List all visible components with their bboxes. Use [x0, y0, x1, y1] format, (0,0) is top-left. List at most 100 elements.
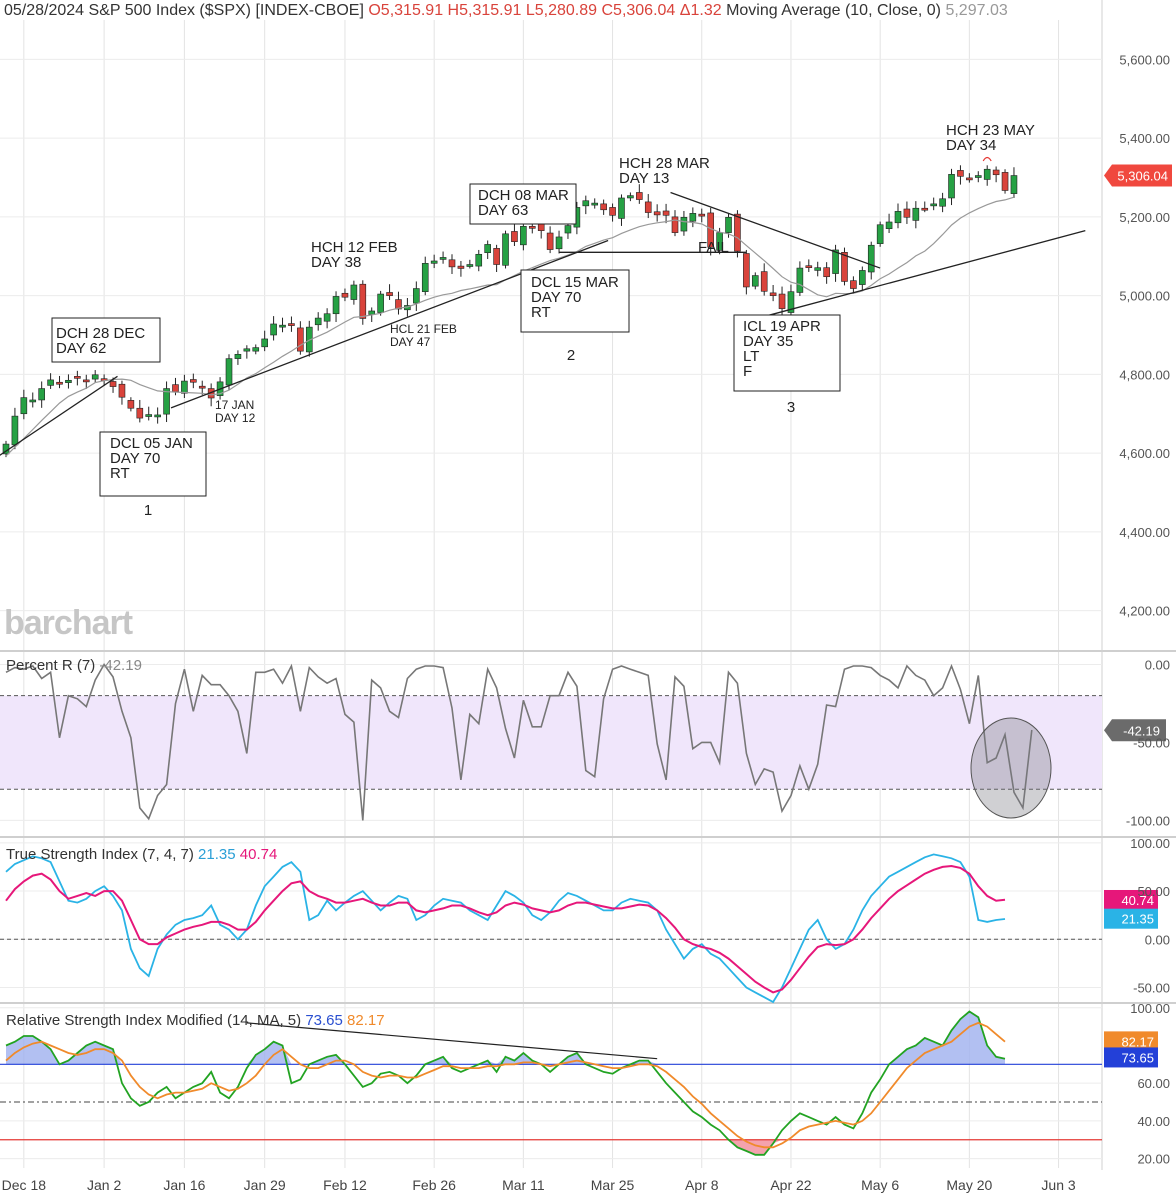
candle [885, 213, 893, 234]
candle [662, 203, 670, 224]
candle [653, 204, 661, 222]
candle [689, 207, 697, 228]
candle [636, 184, 643, 204]
price-tick-label: 4,600.00 [1119, 446, 1170, 461]
annotation-text: HCL 21 FEB [390, 322, 457, 336]
annotation-text: DAY 70 [110, 450, 160, 467]
candle-body [484, 244, 491, 254]
candle [796, 261, 804, 297]
header-close: C5,306.04 [601, 2, 676, 19]
candle-body [1001, 172, 1009, 191]
candle [82, 374, 90, 389]
candle [484, 240, 491, 260]
candle-body [154, 414, 161, 418]
panel-separator [0, 836, 1176, 838]
annotation-text: DAY 35 [743, 333, 793, 350]
candle-body [609, 207, 616, 216]
candle-body [814, 267, 822, 271]
candle [609, 203, 616, 222]
candle-body [867, 244, 875, 273]
annotation-text: DAY 47 [390, 335, 431, 349]
candle [341, 288, 349, 302]
candle-body [912, 207, 920, 221]
candle-body [671, 216, 679, 233]
candle [769, 284, 777, 302]
tsi-tick-label: -50.00 [1133, 981, 1170, 996]
candle [430, 254, 438, 269]
annotation-text: DCH 08 MAR [478, 187, 569, 204]
candle [386, 284, 393, 300]
tsi-fast-tag-label: 21.35 [1121, 912, 1154, 927]
tsi-title: True Strength Index (7, 4, 7) 21.35 40.7… [6, 846, 277, 863]
x-tick-label: Jan 29 [244, 1177, 286, 1193]
annotation-text: DCH 28 DEC [56, 325, 145, 342]
percent-r-tag [1104, 719, 1166, 742]
candle-body [56, 381, 63, 385]
rsi-ma-line [5, 1021, 1006, 1149]
candle-body [270, 323, 277, 336]
percent-r-tag-label: -42.19 [1123, 723, 1160, 738]
header-low: L5,280.89 [525, 2, 598, 19]
price-tag-label: 5,306.04 [1117, 169, 1168, 184]
candle [671, 210, 679, 237]
candle [939, 192, 946, 213]
candle [127, 397, 135, 412]
candle [957, 165, 964, 185]
annotation-text: DAY 70 [531, 289, 581, 306]
rsi-value: 73.65 [305, 1012, 343, 1029]
header-high: H5,315.91 [447, 2, 522, 19]
candle [234, 350, 242, 365]
candle-body [225, 358, 233, 386]
candle-body [243, 348, 251, 352]
rsi-ma-value: 82.17 [347, 1012, 385, 1029]
candle [743, 249, 750, 295]
candle-body [421, 263, 429, 292]
candle-body [82, 379, 90, 383]
panel-separator [0, 1002, 1176, 1004]
candle-body [787, 291, 795, 313]
annotation-text: F [743, 363, 752, 380]
candle [511, 223, 518, 247]
candle [279, 317, 286, 333]
annotation-text: DAY 13 [619, 170, 669, 187]
tsi-fast-tag [1104, 908, 1158, 929]
candle-body [600, 203, 607, 211]
candle-body [689, 213, 697, 222]
price-tick-label: 5,200.00 [1119, 210, 1170, 225]
x-tick-label: Dec 18 [2, 1177, 47, 1193]
candle-body [350, 284, 358, 300]
candle [1010, 167, 1018, 198]
candle-body [359, 283, 367, 319]
candle-body [680, 216, 688, 232]
candle [332, 291, 340, 323]
candle-body [448, 259, 456, 268]
candle [297, 321, 304, 355]
tsi-title-text: True Strength Index (7, 4, 7) [6, 846, 194, 863]
candle [921, 201, 929, 213]
rsi-tick-label: 100.00 [1130, 1001, 1170, 1016]
annotation: 1 [144, 502, 152, 519]
trendline-apr-down [670, 191, 881, 269]
annotation-box [469, 183, 577, 225]
candle-body [297, 327, 304, 352]
candle [814, 261, 822, 277]
candle [457, 260, 465, 277]
percent-r-title: Percent R (7) -42.19 [6, 657, 142, 674]
candle-body [778, 293, 786, 309]
x-tick-label: Apr 8 [685, 1177, 719, 1193]
candle [29, 392, 37, 408]
candle-body [288, 323, 295, 326]
candle-body [65, 379, 72, 383]
trendline-dec [0, 375, 118, 456]
candle-body [939, 198, 946, 207]
rsi-title: Relative Strength Index Modified (14, MA… [6, 1012, 385, 1029]
candle [627, 192, 634, 202]
candle [992, 166, 1000, 183]
candle [493, 244, 500, 272]
rsi-tick-label: 20.00 [1137, 1152, 1170, 1167]
